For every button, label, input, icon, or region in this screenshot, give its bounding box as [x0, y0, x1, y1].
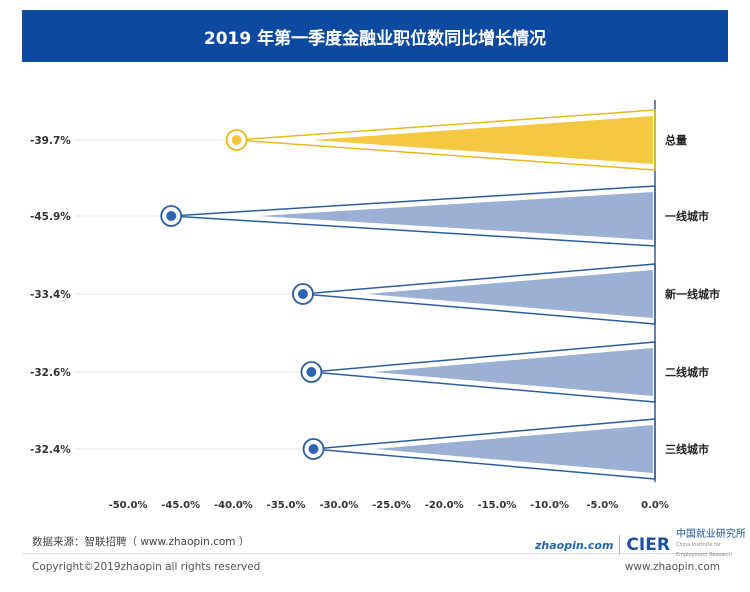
- x-tick-label: 0.0%: [641, 500, 669, 511]
- wedge-fill: [311, 116, 653, 164]
- wedge-fill: [373, 348, 653, 396]
- x-tick-label: -10.0%: [530, 500, 569, 511]
- wedge-outline: [302, 263, 656, 325]
- x-tick-label: -25.0%: [372, 500, 411, 511]
- data-point: [231, 135, 242, 145]
- wedge-fill: [258, 192, 653, 240]
- data-point: [166, 211, 177, 221]
- website: www.zhaopin.com: [624, 561, 720, 573]
- category-label: 三线城市: [665, 442, 709, 456]
- zhaopin-logo: zhaopin.com: [535, 538, 614, 552]
- wedge-outline: [236, 109, 656, 171]
- divider: [22, 553, 728, 554]
- x-tick-label: -50.0%: [109, 500, 148, 511]
- wedge-fill: [374, 425, 653, 473]
- x-tick-label: -35.0%: [267, 500, 306, 511]
- wedge-fill: [366, 270, 653, 318]
- category-label: 二线城市: [665, 365, 709, 379]
- copyright: Copyright©2019zhaopin all rights reserve…: [32, 561, 261, 573]
- data-source: 数据来源：智联招聘（ www.zhaopin.com ）: [32, 536, 250, 548]
- category-label: 一线城市: [665, 209, 709, 223]
- x-tick-label: -5.0%: [586, 500, 618, 511]
- cier-logo: CIER: [619, 535, 670, 555]
- data-point: [297, 289, 308, 299]
- x-tick-label: -30.0%: [319, 500, 358, 511]
- x-tick-label: -20.0%: [425, 500, 464, 511]
- value-label: -33.4%: [30, 289, 71, 301]
- chart-title: 2019 年第一季度金融业职位数同比增长情况: [22, 10, 728, 62]
- x-tick-label: -15.0%: [477, 500, 516, 511]
- data-point: [308, 444, 319, 454]
- value-label: -39.7%: [30, 135, 71, 147]
- category-label: 总量: [665, 133, 687, 147]
- x-tick-label: -45.0%: [161, 500, 200, 511]
- x-tick-label: -40.0%: [214, 500, 253, 511]
- value-label: -45.9%: [30, 211, 71, 223]
- wedge-outline: [311, 341, 656, 403]
- logos: zhaopin.com CIER 中国就业研究所 China Institute …: [535, 530, 750, 560]
- data-point: [306, 367, 317, 377]
- cier-logo-text: 中国就业研究所 China Institute for Employment Re…: [675, 529, 746, 559]
- wedge-outline: [313, 418, 656, 480]
- category-label: 新一线城市: [665, 287, 720, 301]
- wedge-outline: [171, 185, 656, 247]
- value-label: -32.6%: [30, 367, 71, 379]
- value-label: -32.4%: [30, 444, 71, 456]
